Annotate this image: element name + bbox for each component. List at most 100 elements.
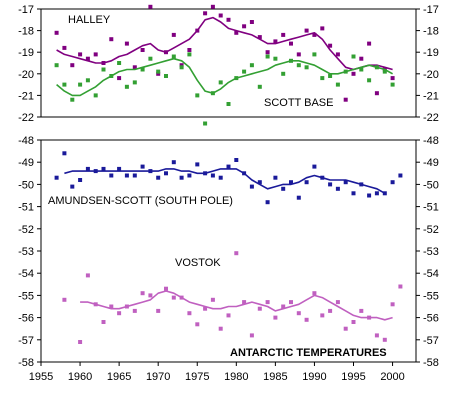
scott-base-data-point bbox=[210, 91, 215, 96]
halley-data-point bbox=[117, 76, 122, 81]
halley-data-point bbox=[304, 28, 309, 33]
scott-base-data-point bbox=[382, 69, 387, 74]
upper-panel: -17 -17 -18 -18 -19 -19 -20 -20 -21 -21 -22 -22 HAL… bbox=[18, 4, 439, 126]
amundsen-scott-south-pole-trend-line bbox=[64, 168, 386, 194]
amundsen-scott-south-pole-data-point bbox=[312, 164, 317, 169]
halley-data-point bbox=[179, 63, 184, 68]
vostok-data-point bbox=[335, 300, 340, 305]
x-tick-label: 1990 bbox=[302, 371, 326, 383]
scott-base-data-point bbox=[156, 69, 161, 74]
x-axis: 1955 1960 1965 1970 1975 1980 1985 1990 1995 2000 bbox=[29, 362, 405, 383]
vostok-data-point bbox=[273, 315, 278, 320]
scott-base-data-point bbox=[62, 82, 67, 87]
y-tick-label-right: -56 bbox=[423, 313, 439, 325]
halley-data-point bbox=[140, 48, 145, 52]
amundsen-scott-south-pole-data-point bbox=[140, 164, 145, 169]
amundsen-scott-south-pole-data-point bbox=[359, 182, 364, 187]
amundsen-scott-south-pole-data-point bbox=[226, 164, 231, 169]
scott-base-data-point bbox=[343, 69, 348, 74]
vostok-data-point bbox=[289, 300, 293, 305]
amundsen-scott-south-pole-data-point bbox=[117, 166, 122, 171]
halley-data-point bbox=[187, 48, 192, 52]
y-tick-label-left: -21 bbox=[18, 90, 34, 102]
scott-base-data-point bbox=[132, 80, 137, 85]
scott-base-data-point bbox=[101, 67, 106, 72]
scott-base-data-point bbox=[351, 54, 356, 59]
halley-data-point bbox=[54, 30, 59, 35]
scott-base-data-point bbox=[226, 102, 231, 106]
vostok-data-point bbox=[226, 313, 231, 318]
x-tick-label: 1995 bbox=[341, 371, 365, 383]
amundsen-scott-south-pole-data-point bbox=[257, 180, 262, 185]
x-tick-label: 1985 bbox=[263, 371, 287, 383]
halley-data-point bbox=[273, 39, 278, 44]
x-tick-label: 1980 bbox=[224, 371, 248, 383]
vostok-data-point bbox=[296, 311, 301, 316]
halley-data-point bbox=[70, 63, 75, 68]
y-tick-label-right: -58 bbox=[423, 357, 439, 369]
halley-data-point bbox=[343, 97, 348, 102]
y-tick-label-left: -18 bbox=[18, 26, 34, 38]
scott-base-data-point bbox=[140, 67, 145, 72]
y-tick-label-left: -56 bbox=[18, 313, 34, 325]
halley-data-point bbox=[367, 41, 372, 46]
x-tick-label: 1975 bbox=[185, 371, 209, 383]
y-tick-label-right: -19 bbox=[423, 47, 439, 59]
y-tick-label-left: -50 bbox=[18, 179, 34, 191]
vostok-data-point bbox=[249, 333, 254, 338]
lower-panel: -48 -48 -49 -49 -50 -50 -51 -51 -52 -52 -53 -53 -54 -… bbox=[18, 135, 439, 369]
vostok-data-point bbox=[374, 333, 379, 338]
y-tick-label-right: -20 bbox=[423, 69, 439, 81]
scott-base-data-point bbox=[195, 93, 200, 98]
vostok-data-point bbox=[62, 297, 67, 302]
halley-data-point bbox=[218, 13, 223, 18]
halley-data-point bbox=[249, 20, 254, 24]
vostok-data-point bbox=[124, 304, 129, 309]
lower-panel-frame bbox=[40, 139, 417, 363]
vostok-data-point bbox=[328, 308, 333, 313]
vostok-data-point bbox=[390, 302, 395, 307]
scott-base-data-point bbox=[249, 63, 254, 68]
vostok-data-point bbox=[281, 304, 286, 309]
halley-data-point bbox=[359, 56, 364, 61]
amundsen-scott-south-pole-data-point bbox=[210, 173, 215, 178]
vostok-data-point bbox=[179, 295, 184, 300]
amundsen-scott-label: AMUNDSEN-SCOTT (SOUTH POLE) bbox=[48, 195, 233, 207]
amundsen-scott-south-pole-data-point bbox=[351, 191, 356, 196]
y-tick-label-left: -19 bbox=[18, 47, 34, 59]
x-tick-label: 1970 bbox=[146, 371, 170, 383]
scott-base-label: SCOTT BASE bbox=[264, 97, 333, 109]
scott-base-data-point bbox=[218, 80, 223, 85]
y-tick-label-left: -54 bbox=[18, 268, 34, 280]
scott-base-data-point bbox=[328, 74, 333, 78]
vostok-data-point bbox=[117, 311, 122, 316]
amundsen-scott-south-pole-data-point bbox=[367, 193, 372, 198]
y-tick-label-right: -53 bbox=[423, 246, 439, 258]
amundsen-scott-south-pole-data-point bbox=[289, 180, 293, 185]
y-tick-label-left: -48 bbox=[18, 135, 34, 147]
y-tick-label-right: -49 bbox=[423, 157, 439, 169]
scott-base-data-point bbox=[273, 56, 278, 61]
halley-data-point bbox=[156, 71, 161, 76]
amundsen-scott-south-pole-data-point bbox=[374, 191, 379, 196]
scott-base-data-point bbox=[171, 54, 176, 59]
halley-data-point bbox=[78, 52, 83, 57]
scott-base-data-point bbox=[257, 84, 262, 89]
scott-base-data-point bbox=[296, 63, 301, 68]
scott-base-data-point bbox=[179, 65, 184, 70]
vostok-trend-line bbox=[80, 290, 393, 321]
amundsen-scott-south-pole-data-point bbox=[281, 186, 286, 191]
amundsen-scott-south-pole-data-point bbox=[156, 175, 161, 180]
y-tick-label-left: -20 bbox=[18, 69, 34, 81]
amundsen-scott-south-pole-data-point bbox=[78, 178, 83, 182]
halley-data-point bbox=[210, 4, 215, 9]
x-tick-label: 1955 bbox=[29, 371, 53, 383]
halley-data-point bbox=[390, 76, 395, 81]
amundsen-scott-south-pole-data-point bbox=[273, 175, 278, 180]
y-tick-label-left: -17 bbox=[18, 4, 34, 16]
x-tick-label: 2000 bbox=[380, 371, 404, 383]
y-tick-label-left: -22 bbox=[18, 112, 34, 124]
halley-data-point bbox=[289, 41, 293, 46]
halley-data-point bbox=[296, 52, 301, 57]
